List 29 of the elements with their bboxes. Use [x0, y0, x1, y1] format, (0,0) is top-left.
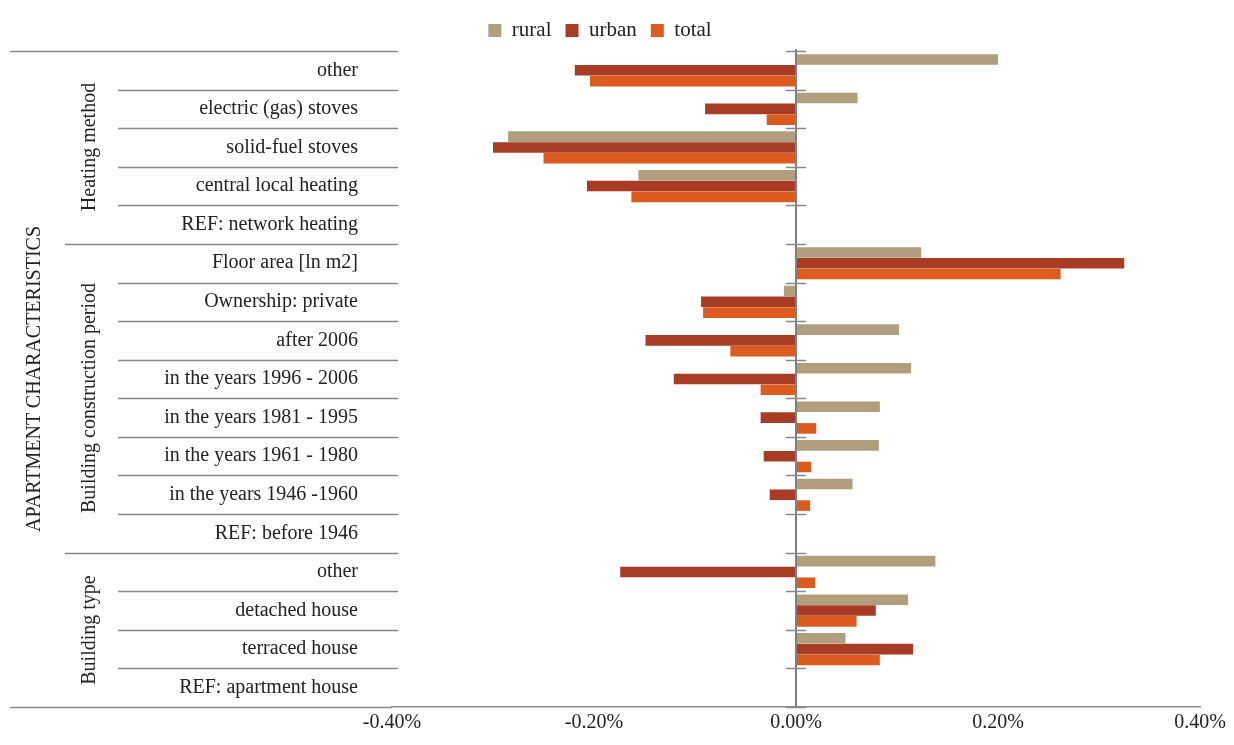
x-tick-label: -0.20% [564, 710, 624, 733]
legend-label: urban [589, 17, 638, 42]
y-tick-label: in the years 1946 -1960 [169, 482, 358, 506]
y-tick-label: other [316, 57, 359, 80]
y-tick-label: REF: before 1946 [214, 520, 358, 543]
y-tick-label: other [316, 559, 359, 582]
text: Building type [76, 575, 100, 685]
y-tick-label: electric (gas) stoves [199, 96, 359, 120]
y-tick-label: after 2006 [276, 327, 358, 350]
y-tick-label: terraced house [241, 636, 359, 659]
y-tick-label: Ownership: private [204, 289, 359, 313]
y-tick-label: Floor area [ln m2] [211, 250, 358, 273]
x-tick-label: 0.00% [770, 710, 822, 733]
y-tick-label: solid-fuel stoves [226, 134, 359, 157]
text: Building construction period [76, 283, 100, 514]
text: APARTMENT CHARACTERISTICS [21, 225, 45, 533]
legend-label: total [674, 17, 712, 42]
x-tick-label: -0.40% [362, 710, 422, 733]
y-tick-label: in the years 1996 - 2006 [164, 366, 358, 390]
y-tick-label: in the years 1981 - 1995 [164, 404, 358, 428]
y-tick-label: detached house [235, 597, 359, 620]
y-tick-label: REF: apartment house [179, 674, 359, 698]
x-tick-label: 0.40% [1174, 710, 1226, 733]
y-tick-label: in the years 1961 - 1980 [164, 443, 358, 467]
y-tick-label: REF: network heating [181, 211, 358, 235]
text: Heating method [76, 83, 100, 212]
x-tick-label: 0.20% [972, 710, 1024, 733]
legend-label: rural [511, 17, 552, 42]
y-tick-label: central local heating [195, 173, 358, 197]
